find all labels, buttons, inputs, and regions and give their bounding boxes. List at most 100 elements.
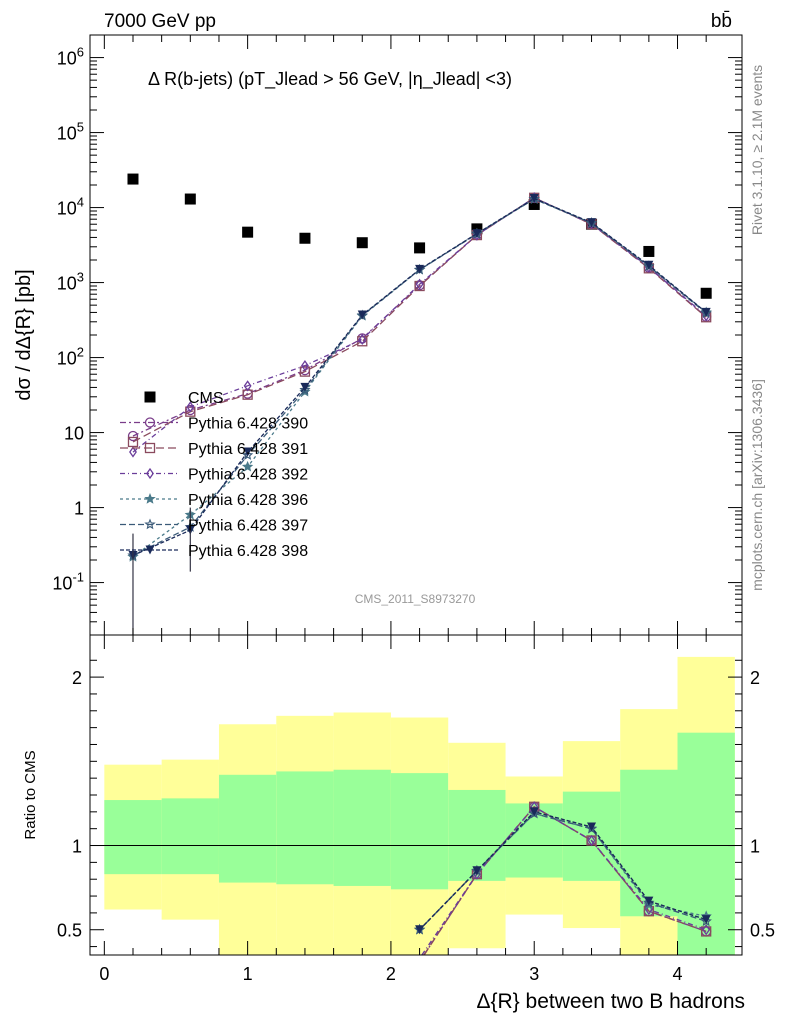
data-point [529,807,539,817]
legend-item: CMS [144,390,224,407]
band-inner [390,773,449,890]
data-point [241,460,254,472]
main-ylabel: dσ / dΔ{R} [pb] [13,269,35,400]
data-point [127,430,139,442]
data-point [644,260,654,270]
site-label: mcplots.cern.ch [arXiv:1306.3436] [749,379,765,591]
data-point [184,193,196,205]
y-tick-label: 102 [57,345,84,369]
data-point [701,926,712,937]
energy-label: 7000 GeV pp [104,11,216,32]
legend-label: Pythia 6.428 392 [188,467,308,484]
x-tick-label: 0 [99,964,109,984]
x-tick-label: 3 [529,964,539,984]
legend-label: Pythia 6.428 396 [188,492,308,509]
y-tick-label-right: 2 [750,668,760,688]
y-tick-label: 1 [72,837,82,857]
series-line [419,811,707,931]
legend-marker [144,442,156,454]
process-label: bb̄ [711,11,732,32]
legend-marker [144,391,156,403]
data-point [356,237,368,249]
data-point [529,194,539,204]
band-inner [104,800,162,875]
ratio-axes: 0.5 0.5 1 1 2 2 0 1 2 3 4 [57,635,775,984]
y-tick-label-right: 1 [750,837,760,857]
ratio-series-398 [415,807,711,935]
series-line [132,197,707,443]
data-point [700,287,712,299]
legend-item: Pythia 6.428 396 [120,492,308,509]
series-line [132,197,707,453]
analysis-label: CMS_2011_S8973270 [355,592,476,606]
legend-marker [144,417,156,428]
rivet-label: Rivet 3.1.10, ≥ 2.1M events [749,65,765,235]
series-398 [128,194,711,560]
data-point [301,360,309,372]
legend-label: CMS [188,390,224,407]
data-point [701,307,711,317]
x-tick-label: 1 [243,964,253,984]
data-point [243,380,252,392]
series-line [132,197,707,437]
y-tick-label: 10 [64,424,84,444]
y-tick-label: 106 [57,45,84,69]
legend-label: Pythia 6.428 397 [188,518,308,535]
band-inner [276,771,334,885]
data-point [358,333,367,345]
data-point [415,278,424,290]
data-point [186,401,195,413]
data-point [587,822,597,832]
y-tick-label: 0.5 [57,921,82,941]
legend-item: Pythia 6.428 398 [120,543,308,560]
data-point [299,232,311,244]
legend-marker [146,467,154,480]
legend: CMS Pythia 6.428 390 Pythia 6.428 391 Pythi… [120,390,308,560]
main-title: Δ R(b-jets) (pT_Jlead > 56 GeV, |η_Jlead… [148,69,512,90]
legend-item: Pythia 6.428 391 [120,441,308,458]
y-tick-label: 104 [57,195,84,219]
legend-label: Pythia 6.428 391 [188,441,308,458]
data-point [528,198,540,210]
data-point [129,446,137,458]
data-point [300,382,310,392]
band-inner [620,769,678,917]
data-point [415,264,425,274]
legend-item: Pythia 6.428 392 [120,467,308,484]
data-point [643,245,655,257]
band-inner [333,769,391,886]
main-series-layer [127,173,712,635]
data-point [415,925,425,935]
data-point [414,280,425,292]
data-point [127,173,139,185]
error-bars [132,507,191,635]
data-point [587,218,597,228]
data-point [243,447,253,457]
data-point [701,915,711,925]
legend-marker [145,545,155,555]
data-point [299,366,311,377]
legend-marker [144,518,156,530]
y-tick-label: 2 [72,668,82,688]
ratio-ylabel: Ratio to CMS [22,750,39,839]
data-point [587,834,596,847]
band-inner [161,798,219,875]
ratio-bands [90,656,742,955]
ratio-xlabel: Δ{R} between two B hadrons [476,990,745,1013]
band-inner [218,774,277,883]
ratio-series-layer [413,801,712,956]
y-tick-label: 1 [74,499,84,519]
x-tick-label: 4 [673,964,683,984]
data-point [357,310,367,320]
data-point [299,384,311,395]
data-point [472,229,482,239]
data-point [472,866,482,876]
legend-marker [144,493,156,504]
main-axes: 10-1 1 10 102 103 104 105 106 [52,34,742,636]
data-point [242,226,254,238]
y-tick-label-right: 0.5 [750,921,775,941]
data-point [702,924,711,936]
series-391 [127,192,712,448]
data-point [241,449,254,460]
